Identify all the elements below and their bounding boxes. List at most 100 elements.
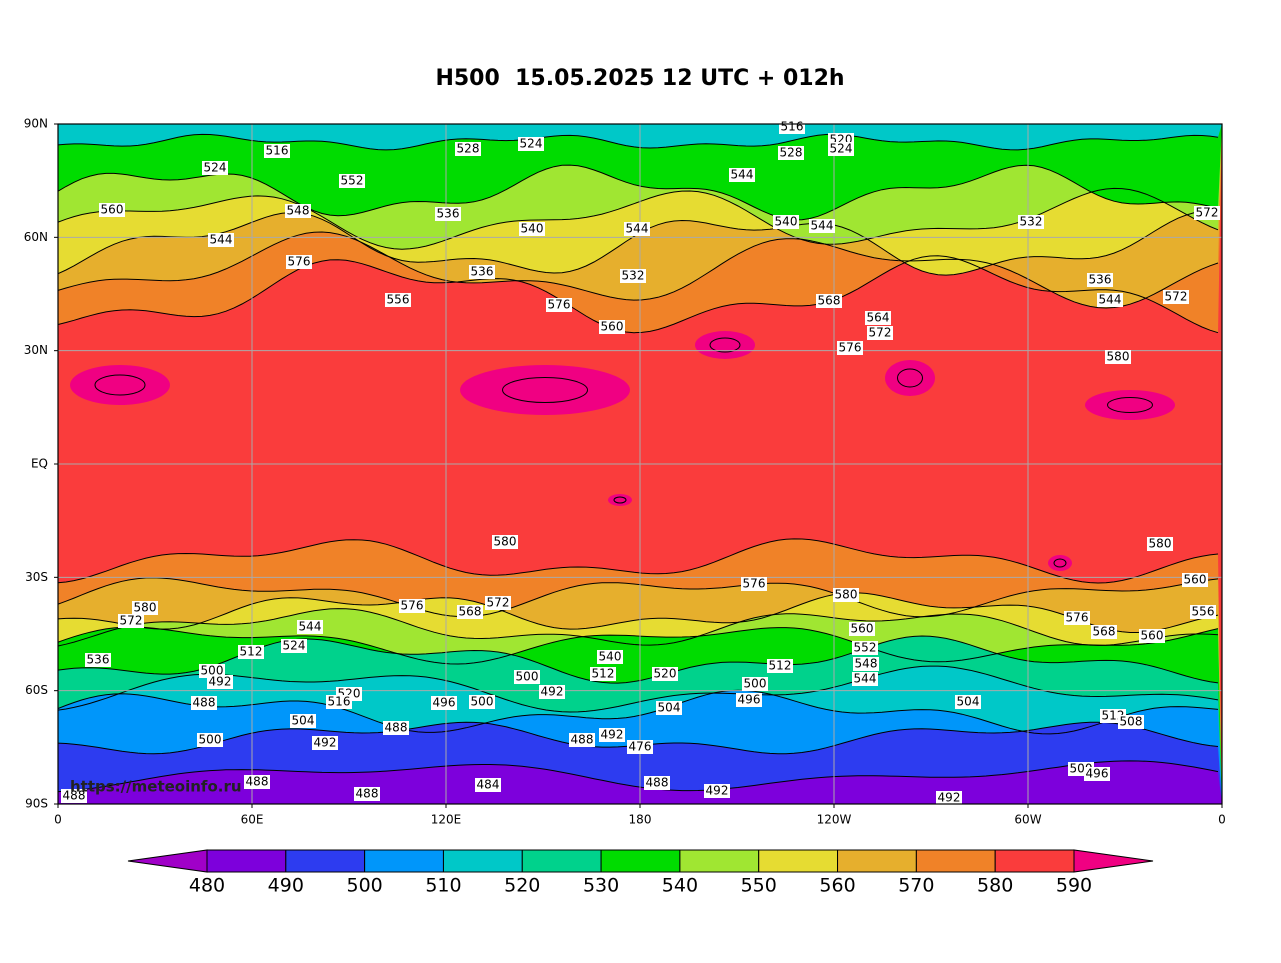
contour-label: 544: [854, 672, 877, 686]
y-tick-label: 30N: [24, 343, 48, 357]
colorbar-over: [1073, 849, 1154, 873]
contour-label: 568: [459, 605, 482, 619]
contour-label: 548: [287, 204, 310, 218]
contour-label: 580: [134, 601, 157, 615]
contour-label: 532: [1020, 215, 1043, 229]
contour-label-bg: [207, 675, 233, 689]
contour-label-bg: [599, 728, 625, 742]
contour-label-bg: [590, 667, 616, 681]
contour-line: [58, 592, 1219, 633]
contour-label: 500: [471, 695, 494, 709]
x-tick-label: 0: [1218, 813, 1226, 827]
contour-label: 540: [775, 215, 798, 229]
contour-label-bg: [385, 293, 411, 307]
contour-label-bg: [99, 203, 125, 217]
contour-label-bg: [435, 207, 461, 221]
contour-label-bg: [290, 714, 316, 728]
colorbar-label: 510: [425, 875, 461, 897]
contour-label: 572: [869, 326, 892, 340]
contour-line: [613, 496, 627, 504]
contour-label: 532: [622, 269, 645, 283]
contour-label: 572: [487, 596, 510, 610]
contour-label: 548: [855, 657, 878, 671]
contour-label: 560: [1141, 629, 1164, 643]
contour-label-bg: [1097, 293, 1123, 307]
contour-label: 544: [299, 620, 322, 634]
contour-label-bg: [624, 222, 650, 236]
contour-label-bg: [197, 733, 223, 747]
contour-label-bg: [1182, 573, 1208, 587]
contour-labels: 5245285165245525365405445485605445325365…: [61, 120, 1220, 805]
contour-label: 572: [1196, 206, 1219, 220]
contour-label: 500: [199, 733, 222, 747]
colorbar-box: [994, 849, 1075, 873]
contour-label-bg: [816, 294, 842, 308]
contour-label-bg: [118, 614, 144, 628]
contour-label-bg: [85, 653, 111, 667]
contour-label: 488: [571, 733, 594, 747]
contour-label: 560: [601, 320, 624, 334]
contour-line: [58, 164, 1219, 221]
contour-label: 488: [193, 696, 216, 710]
colorbar-box: [915, 849, 996, 873]
colorbar-label: 550: [741, 875, 777, 897]
high-center: [695, 331, 755, 359]
contour-line: [1107, 397, 1153, 413]
contour-label: 576: [288, 255, 311, 269]
colorbar-label: 590: [1056, 875, 1092, 897]
contour-label: 488: [356, 787, 379, 801]
contour-line: [58, 689, 1219, 735]
contour-label: 516: [328, 695, 351, 709]
contour-line: [58, 231, 1219, 309]
contour-label-bg: [1087, 273, 1113, 287]
contour-line: [58, 577, 1219, 618]
contour-label-bg: [457, 605, 483, 619]
contour-label-bg: [1091, 625, 1117, 639]
contour-label: 544: [731, 168, 754, 182]
contour-label-bg: [202, 161, 228, 175]
contour-label: 476: [629, 740, 652, 754]
colorbar-label: 570: [898, 875, 934, 897]
contour-label-bg: [264, 144, 290, 158]
contour-line: [58, 665, 1219, 713]
contour-label: 528: [780, 146, 803, 160]
contour-label-bg: [281, 639, 307, 653]
contour-label: 512: [769, 659, 792, 673]
grid: [58, 124, 1222, 804]
contour-label-bg: [729, 168, 755, 182]
contour-label: 576: [548, 298, 571, 312]
contour-label: 572: [1165, 290, 1188, 304]
contour-label: 504: [292, 714, 315, 728]
contour-label-bg: [742, 677, 768, 691]
contour-label: 572: [120, 614, 143, 628]
contour-label: 496: [1086, 767, 1109, 781]
contour-label-bg: [778, 146, 804, 160]
colorbar-label: 520: [504, 875, 540, 897]
contour-label-bg: [1018, 215, 1044, 229]
colorbar-box: [206, 849, 287, 873]
contour-label: 544: [1099, 293, 1122, 307]
contour-label-bg: [312, 736, 338, 750]
contour-label-bg: [1118, 715, 1144, 729]
contour-label-bg: [1190, 605, 1216, 619]
contour-label-bg: [518, 137, 544, 151]
contour-label-bg: [383, 721, 409, 735]
contour-label-bg: [767, 659, 793, 673]
contour-label-bg: [339, 174, 365, 188]
contour-label: 580: [494, 535, 517, 549]
colorbar-label: 560: [819, 875, 855, 897]
x-tick-label: 120E: [431, 813, 462, 827]
contour-label: 500: [516, 670, 539, 684]
contour-label: 580: [1107, 350, 1130, 364]
contour-label-bg: [837, 341, 863, 355]
contour-label-bg: [519, 222, 545, 236]
contour-label-bg: [285, 204, 311, 218]
contour-label: 544: [210, 233, 233, 247]
contour-label-bg: [546, 298, 572, 312]
contour-label-bg: [773, 215, 799, 229]
contour-label-bg: [853, 657, 879, 671]
colorbar-label: 500: [347, 875, 383, 897]
contour-label-bg: [1147, 537, 1173, 551]
x-tick-label: 60E: [241, 813, 264, 827]
y-tick-label: 90N: [24, 117, 48, 131]
